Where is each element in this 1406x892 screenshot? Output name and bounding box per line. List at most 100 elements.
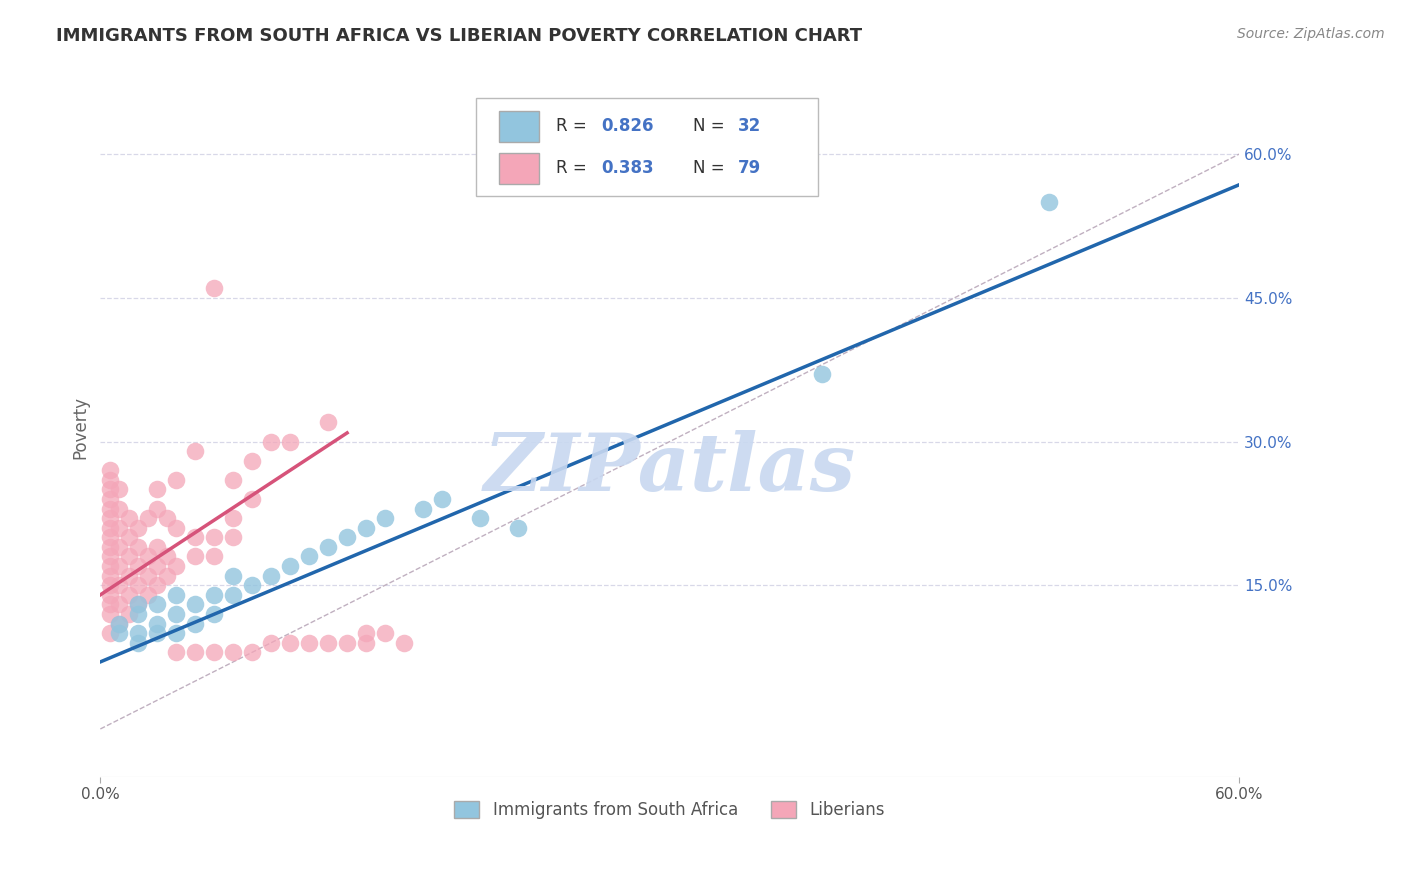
Point [108, 616, 131, 631]
Point [127, 521, 149, 535]
Point [374, 511, 396, 525]
Point [146, 540, 169, 554]
Point [108, 501, 131, 516]
Point [336, 530, 359, 544]
Text: 79: 79 [738, 160, 762, 178]
Point [165, 645, 187, 659]
Point [108, 521, 131, 535]
Point [127, 636, 149, 650]
Point [165, 559, 187, 574]
Point [202, 530, 225, 544]
Point [146, 598, 169, 612]
Point [354, 626, 377, 640]
Point [146, 626, 169, 640]
Point [146, 559, 169, 574]
Point [222, 588, 245, 602]
Point [392, 636, 415, 650]
Point [260, 434, 283, 449]
Point [136, 549, 159, 564]
Legend: Immigrants from South Africa, Liberians: Immigrants from South Africa, Liberians [450, 797, 890, 824]
Point [412, 501, 434, 516]
Point [98, 511, 121, 525]
Point [810, 368, 832, 382]
Point [108, 626, 131, 640]
Point [127, 598, 149, 612]
Point [118, 549, 141, 564]
Point [165, 473, 187, 487]
Point [202, 549, 225, 564]
Point [98, 473, 121, 487]
Point [98, 521, 121, 535]
Point [260, 636, 283, 650]
Point [146, 501, 169, 516]
Point [127, 626, 149, 640]
Point [118, 588, 141, 602]
Text: R =: R = [555, 160, 592, 178]
Point [240, 645, 263, 659]
Point [202, 645, 225, 659]
Point [108, 540, 131, 554]
Point [98, 463, 121, 477]
Point [468, 511, 491, 525]
Point [156, 511, 179, 525]
Text: 0.826: 0.826 [602, 118, 654, 136]
Point [165, 588, 187, 602]
Point [222, 511, 245, 525]
Point [222, 568, 245, 582]
Point [118, 530, 141, 544]
Point [222, 473, 245, 487]
Point [354, 636, 377, 650]
Point [298, 636, 321, 650]
Point [316, 540, 339, 554]
Point [184, 645, 207, 659]
Point [136, 568, 159, 582]
Point [98, 598, 121, 612]
Point [127, 607, 149, 621]
Point [108, 559, 131, 574]
Point [278, 559, 301, 574]
Point [127, 598, 149, 612]
Point [156, 568, 179, 582]
Text: R =: R = [555, 118, 592, 136]
Text: IMMIGRANTS FROM SOUTH AFRICA VS LIBERIAN POVERTY CORRELATION CHART: IMMIGRANTS FROM SOUTH AFRICA VS LIBERIAN… [56, 27, 862, 45]
Point [222, 530, 245, 544]
Point [184, 616, 207, 631]
Point [184, 444, 207, 458]
Point [165, 521, 187, 535]
Point [118, 568, 141, 582]
Point [98, 540, 121, 554]
Point [278, 434, 301, 449]
FancyBboxPatch shape [499, 153, 538, 184]
Point [108, 483, 131, 497]
Text: ZIPatlas: ZIPatlas [484, 430, 856, 508]
Point [202, 607, 225, 621]
Point [202, 588, 225, 602]
Point [98, 607, 121, 621]
Point [298, 549, 321, 564]
Point [118, 607, 141, 621]
Point [98, 501, 121, 516]
Point [146, 483, 169, 497]
Point [1038, 194, 1060, 209]
Point [165, 626, 187, 640]
Point [127, 559, 149, 574]
Point [127, 578, 149, 592]
Point [430, 491, 453, 506]
Point [146, 578, 169, 592]
FancyBboxPatch shape [477, 98, 818, 196]
Point [278, 636, 301, 650]
Text: Source: ZipAtlas.com: Source: ZipAtlas.com [1237, 27, 1385, 41]
Point [240, 578, 263, 592]
Point [184, 530, 207, 544]
Point [222, 645, 245, 659]
Point [98, 491, 121, 506]
Point [98, 483, 121, 497]
Point [156, 549, 179, 564]
Text: 0.383: 0.383 [602, 160, 654, 178]
Text: 32: 32 [738, 118, 762, 136]
Point [374, 626, 396, 640]
Point [108, 616, 131, 631]
Point [118, 511, 141, 525]
Point [136, 588, 159, 602]
Point [165, 607, 187, 621]
